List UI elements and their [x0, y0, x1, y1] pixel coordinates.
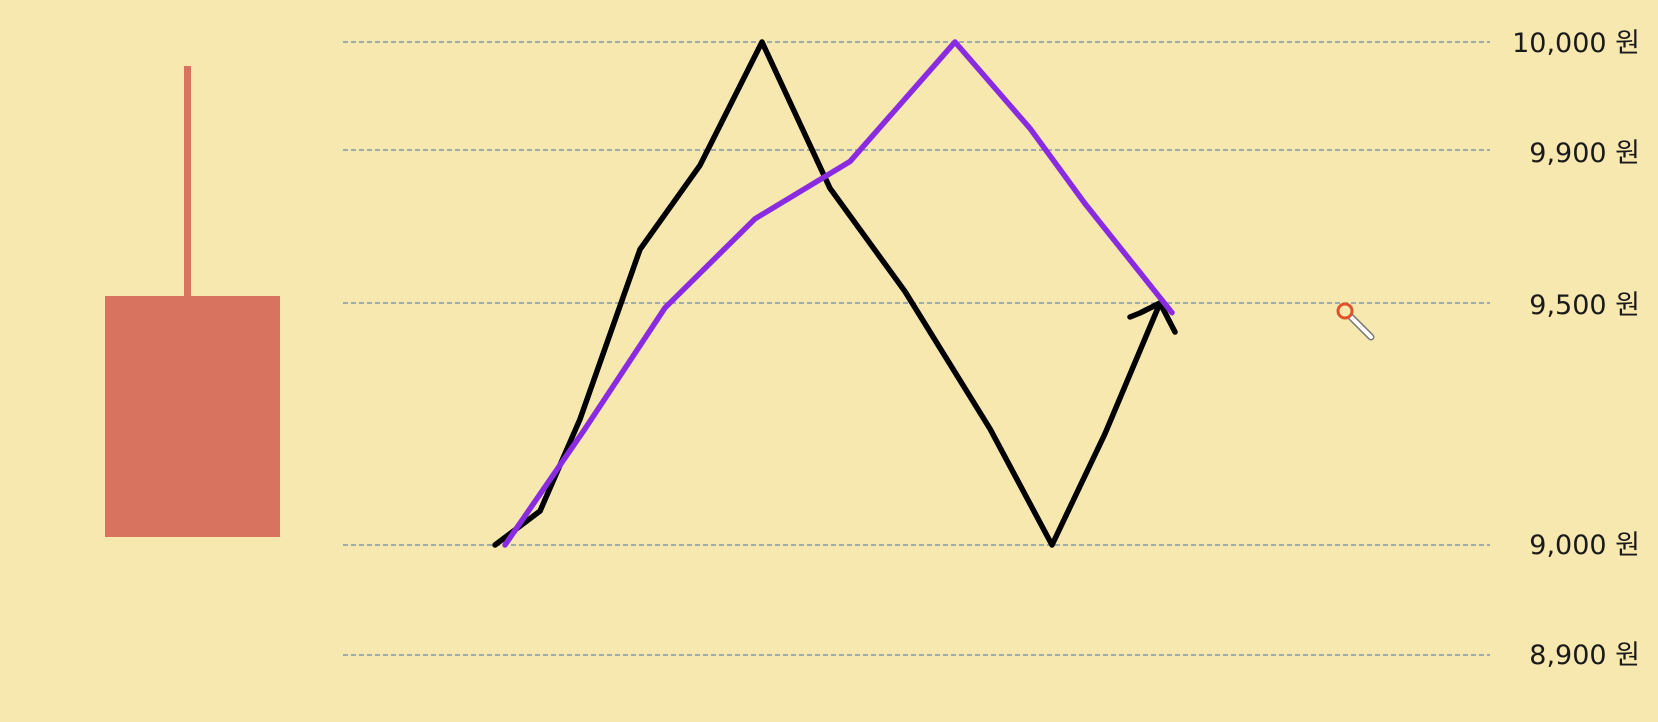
price-label-8900: 8,900 원 [1529, 640, 1640, 671]
pen-cursor-icon [1336, 302, 1375, 341]
price-path-purple [502, 39, 1175, 548]
arrow-head [1127, 300, 1163, 320]
price-label-9000: 9,000 원 [1529, 530, 1640, 561]
candle-body [105, 296, 280, 537]
price-label-9500: 9,500 원 [1529, 290, 1640, 321]
price-label-9900: 9,900 원 [1529, 138, 1640, 169]
price-path-black [492, 39, 1178, 548]
candle-wick [184, 66, 191, 298]
price-label-10000: 10,000 원 [1512, 28, 1640, 59]
candlestick [105, 66, 280, 537]
